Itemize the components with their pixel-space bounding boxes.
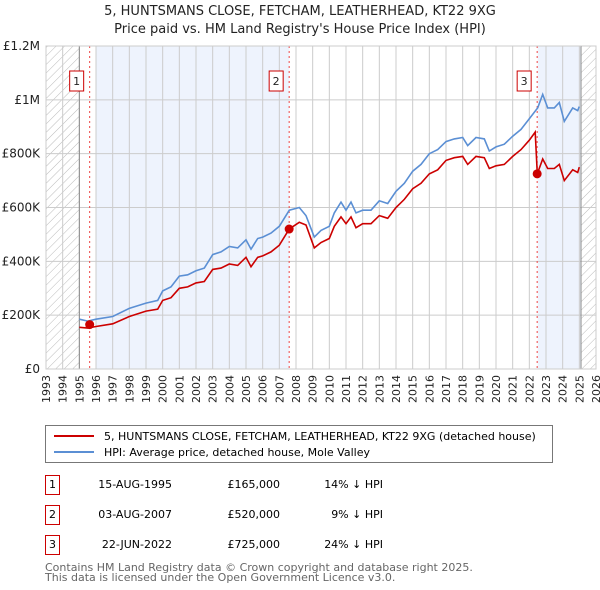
property-series-line [79, 129, 581, 329]
x-tick-label: 2024 [557, 375, 570, 403]
x-tick-label: 2012 [357, 375, 370, 403]
sale-price: £725,000 [227, 538, 281, 551]
hpi-series-line [79, 92, 581, 322]
x-tick-label: 2017 [440, 375, 453, 403]
sale-label-box [69, 70, 85, 92]
sale-hpi-diff: 14% ↓ HPI [324, 478, 383, 491]
sale-label: 2 [273, 75, 280, 88]
x-tick-label: 2005 [240, 375, 253, 403]
sale-hpi-diff: 24% ↓ HPI [324, 538, 383, 551]
x-tick-label: 2015 [407, 375, 420, 403]
price-chart: 1993 1994 1995 1996 1997 1998 1999 2000 2001 2002… [2, 39, 600, 403]
x-tick-label: 2011 [340, 375, 353, 403]
sale-hpi-diff: 9% ↓ HPI [331, 508, 383, 521]
x-tick-label: 2023 [540, 375, 553, 403]
x-tick-label: 2016 [423, 375, 436, 403]
legend-swatch-blue [54, 451, 94, 453]
legend-label: HPI: Average price, detached house, Mole… [104, 445, 370, 459]
sale-row: 1 15-AUG-1995 £165,000 14% ↓ HPI [45, 475, 465, 495]
legend-label: 5, HUNTSMANS CLOSE, FETCHAM, LEATHERHEAD… [104, 429, 536, 443]
x-tick-label: 2010 [323, 375, 336, 403]
sale-number: 2 [45, 505, 60, 525]
sale-row: 3 22-JUN-2022 £725,000 24% ↓ HPI [45, 535, 465, 555]
footer-copyright: Contains HM Land Registry data © Crown c… [45, 561, 473, 574]
legend: 5, HUNTSMANS CLOSE, FETCHAM, LEATHERHEAD… [45, 425, 553, 463]
y-tick-label: £0 [25, 362, 40, 376]
x-tick-label: 1994 [57, 375, 70, 403]
x-tick-label: 2021 [507, 375, 520, 403]
x-tick-label: 2018 [457, 375, 470, 403]
chart-subtitle: Price paid vs. HM Land Registry's House … [114, 22, 486, 37]
x-tick-label: 1993 [40, 375, 53, 403]
x-tick-label: 2014 [390, 375, 403, 403]
x-tick-label: 2004 [223, 375, 236, 403]
x-tick-label: 2003 [207, 375, 220, 403]
sale-price: £520,000 [227, 508, 281, 521]
legend-item-hpi: HPI: Average price, detached house, Mole… [54, 444, 370, 460]
x-tick-label: 1998 [123, 375, 136, 403]
x-tick-label: 2008 [290, 375, 303, 403]
sale-date: 15-AUG-1995 [98, 478, 172, 491]
x-tick-label: 1999 [140, 375, 153, 403]
x-tick-label: 2025 [573, 375, 586, 403]
footer-licence: This data is licensed under the Open Gov… [45, 571, 396, 584]
sale-label-box [268, 70, 284, 92]
sale-number: 1 [45, 475, 60, 495]
x-tick-label: 2026 [590, 375, 600, 403]
legend-item-property: 5, HUNTSMANS CLOSE, FETCHAM, LEATHERHEAD… [54, 428, 536, 444]
sale-point [284, 224, 294, 234]
chart-title: 5, HUNTSMANS CLOSE, FETCHAM, LEATHERHEAD… [104, 4, 496, 19]
sale-row: 2 03-AUG-2007 £520,000 9% ↓ HPI [45, 505, 465, 525]
x-tick-label: 2019 [473, 375, 486, 403]
sale-date: 03-AUG-2007 [98, 508, 172, 521]
x-tick-label: 2002 [190, 375, 203, 403]
x-tick-label: 2013 [373, 375, 386, 403]
legend-swatch-red [54, 435, 94, 437]
sale-label: 1 [73, 75, 80, 88]
sale-date: 22-JUN-2022 [101, 538, 172, 551]
x-tick-label: 2000 [157, 375, 170, 403]
x-tick-label: 2009 [307, 375, 320, 403]
sale-label: 3 [521, 75, 528, 88]
y-tick-label: £400K [2, 254, 42, 268]
y-tick-label: £1.2M [3, 39, 40, 53]
x-tick-label: 2001 [173, 375, 186, 403]
y-tick-label: £600K [2, 201, 42, 215]
x-tick-label: 2020 [490, 375, 503, 403]
x-tick-label: 2007 [273, 375, 286, 403]
x-tick-label: 1996 [90, 375, 103, 403]
sale-price: £165,000 [227, 478, 281, 491]
y-tick-label: £800K [2, 147, 42, 161]
y-tick-label: £1M [14, 93, 40, 107]
x-tick-label: 2022 [523, 375, 536, 403]
sale-number: 3 [45, 535, 60, 555]
x-tick-label: 2006 [257, 375, 270, 403]
sale-point [85, 320, 95, 330]
x-tick-label: 1995 [73, 375, 86, 403]
y-tick-label: £200K [2, 308, 42, 322]
sale-point [532, 169, 542, 179]
x-tick-label: 1997 [107, 375, 120, 403]
sale-label-box [516, 70, 532, 92]
plot-border [45, 45, 597, 370]
